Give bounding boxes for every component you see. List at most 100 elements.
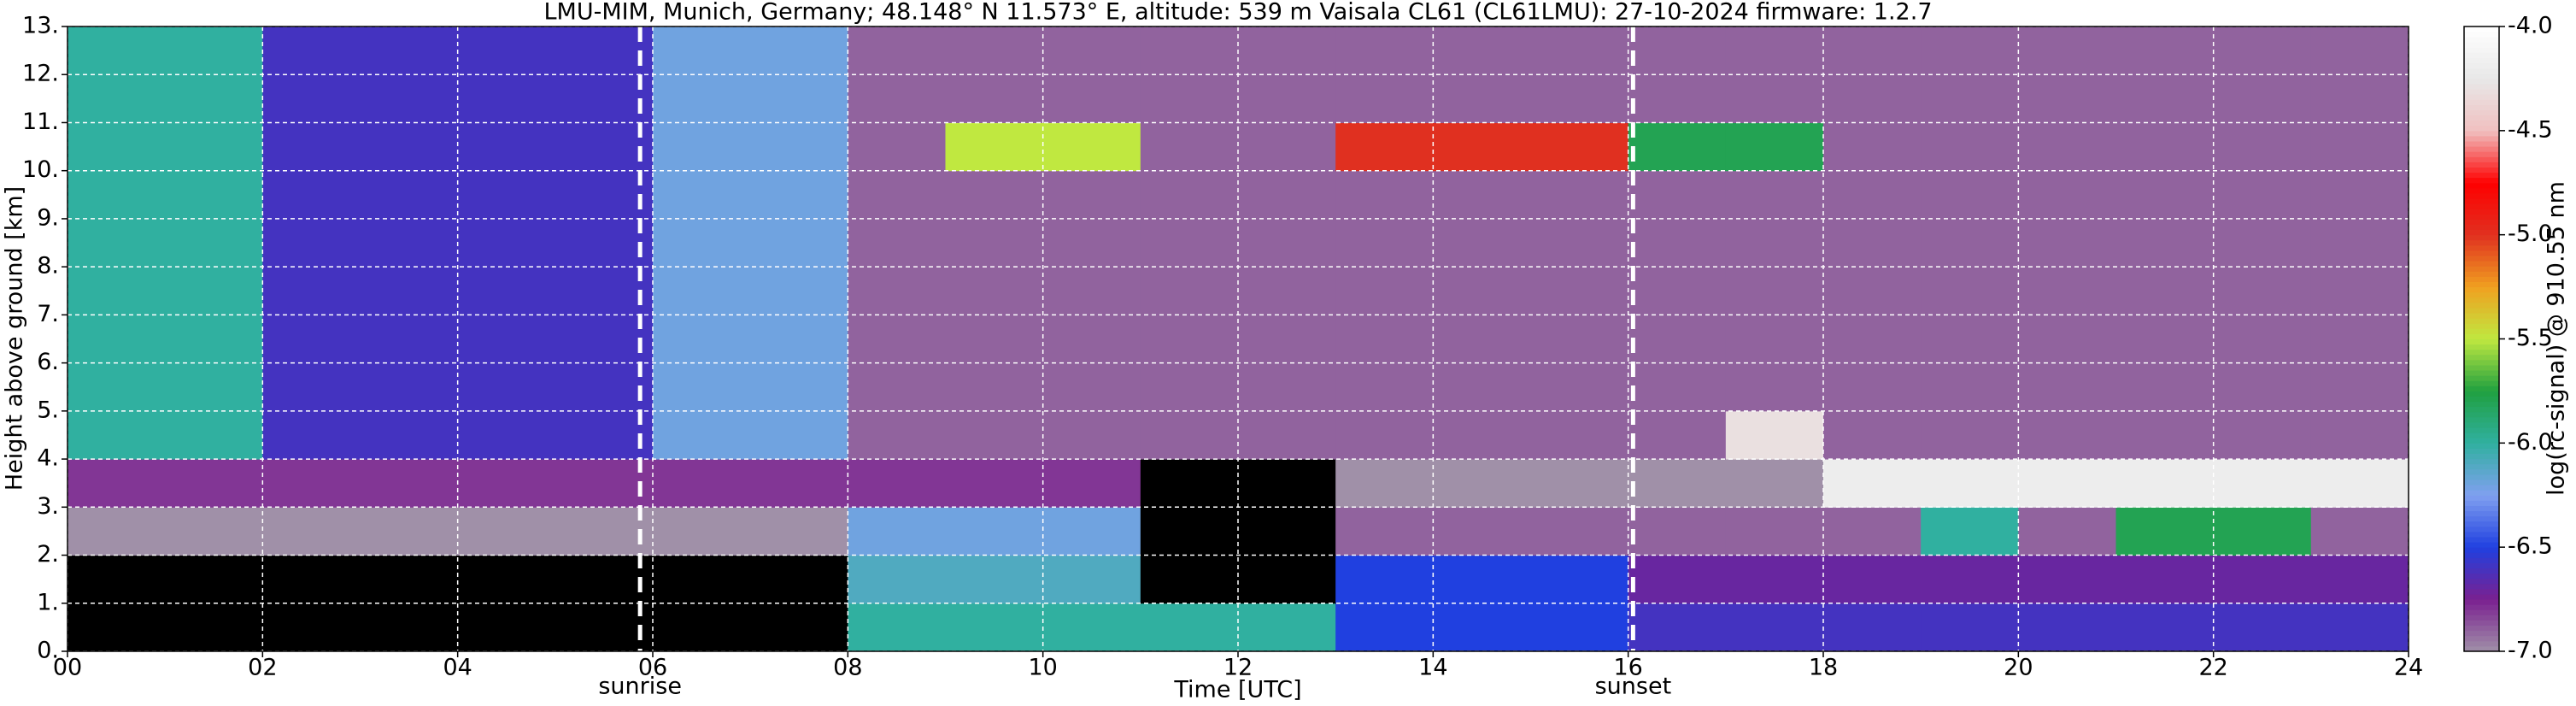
colorbar-band (2464, 609, 2499, 615)
heatmap-cell (2213, 122, 2312, 172)
heatmap-cell (1725, 555, 1824, 604)
heatmap-cell (360, 315, 459, 364)
heatmap-cell (262, 267, 361, 315)
colorbar-band (2464, 313, 2499, 319)
heatmap-cell (457, 122, 556, 172)
colorbar-tick-label: -4.5 (2508, 116, 2553, 143)
colorbar-band (2464, 57, 2499, 64)
heatmap-cell (165, 603, 263, 652)
heatmap-cell (2310, 170, 2409, 220)
heatmap-cell (360, 362, 459, 412)
heatmap-cell (1140, 459, 1239, 508)
y-tick-label: 10. (22, 156, 59, 183)
heatmap-cell (2115, 267, 2215, 315)
x-tick-label: 10 (1028, 655, 1057, 681)
heatmap-cell (1238, 218, 1336, 268)
heatmap-cell (1921, 122, 2019, 172)
heatmap-cell (165, 507, 263, 556)
colorbar-band (2464, 214, 2499, 220)
heatmap-cell (1042, 315, 1141, 364)
heatmap-cell (1725, 170, 1824, 220)
colorbar-band (2464, 42, 2499, 48)
colorbar-band (2464, 78, 2499, 85)
heatmap-cell (2018, 410, 2116, 460)
heatmap-cell (2018, 267, 2116, 315)
heatmap-cell (1921, 170, 2019, 220)
heatmap-cell (262, 410, 361, 460)
heatmap-cell (945, 218, 1044, 268)
colorbar-band (2464, 135, 2499, 142)
colorbar-band (2464, 125, 2499, 132)
heatmap-cell (1042, 170, 1141, 220)
colorbar-band (2464, 250, 2499, 256)
colorbar-band (2464, 297, 2499, 303)
heatmap-cell (1725, 122, 1824, 172)
heatmap-cell (750, 122, 848, 172)
heatmap-cell (1823, 555, 1922, 604)
heatmap-cell (555, 603, 654, 652)
heatmap-cell (2018, 459, 2116, 508)
heatmap-cell (1628, 507, 1727, 556)
heatmap-cell (457, 555, 556, 604)
heatmap-cell (1628, 267, 1727, 315)
colorbar-band (2464, 401, 2499, 408)
heatmap-cell (262, 26, 361, 75)
heatmap-cell (262, 315, 361, 364)
heatmap-cell (1335, 315, 1434, 364)
heatmap-cell (262, 122, 361, 172)
colorbar-band (2464, 593, 2499, 600)
colorbar-band (2464, 479, 2499, 485)
colorbar-band (2464, 182, 2499, 189)
colorbar-tick-label: -5.5 (2508, 325, 2553, 351)
heatmap-cell (165, 170, 263, 220)
x-tick-label: 12 (1223, 655, 1253, 681)
heatmap-cell (2018, 362, 2116, 412)
heatmap-cell (1530, 218, 1629, 268)
heatmap-cell (2115, 362, 2215, 412)
heatmap-cell (555, 170, 654, 220)
colorbar-band (2464, 562, 2499, 569)
heatmap-cell (67, 26, 166, 75)
heatmap-cell (653, 218, 751, 268)
heatmap-cell (848, 410, 946, 460)
heatmap-cell (2115, 507, 2215, 556)
colorbar-band (2464, 187, 2499, 194)
heatmap-cell (2018, 122, 2116, 172)
colorbar-band (2464, 307, 2499, 314)
colorbar-band (2464, 615, 2499, 621)
colorbar-band (2464, 385, 2499, 391)
heatmap-cell (1433, 555, 1531, 604)
heatmap-cell (1433, 218, 1531, 268)
heatmap-cell (848, 507, 946, 556)
x-tick-label: 20 (2004, 655, 2033, 681)
heatmap-cell (2018, 218, 2116, 268)
colorbar-band (2464, 37, 2499, 43)
heatmap-cell (2213, 267, 2312, 315)
heatmap-cell (1238, 555, 1336, 604)
heatmap-cell (1725, 315, 1824, 364)
heatmap-cell (1530, 267, 1629, 315)
heatmap-cell (1042, 459, 1141, 508)
colorbar-band (2464, 130, 2499, 137)
heatmap-cell (1140, 26, 1239, 75)
colorbar-band (2464, 583, 2499, 590)
heatmap-cell (1238, 315, 1336, 364)
y-tick-label: 6. (37, 349, 59, 375)
heatmap-cell (1823, 315, 1922, 364)
heatmap-cell (1433, 507, 1531, 556)
heatmap-cell (1433, 170, 1531, 220)
colorbar-band (2464, 89, 2499, 95)
heatmap-cell (555, 459, 654, 508)
heatmap-cell (1238, 410, 1336, 460)
heatmap-cell (1823, 603, 1922, 652)
heatmap-cell (653, 507, 751, 556)
heatmap-cell (1628, 603, 1727, 652)
heatmap-cell (360, 218, 459, 268)
heatmap-cell (2018, 507, 2116, 556)
colorbar-band (2464, 505, 2499, 512)
colorbar-band (2464, 354, 2499, 361)
heatmap-cell (2213, 74, 2312, 123)
heatmap-cell (555, 315, 654, 364)
heatmap-cell (848, 26, 946, 75)
heatmap-cell (1238, 362, 1336, 412)
